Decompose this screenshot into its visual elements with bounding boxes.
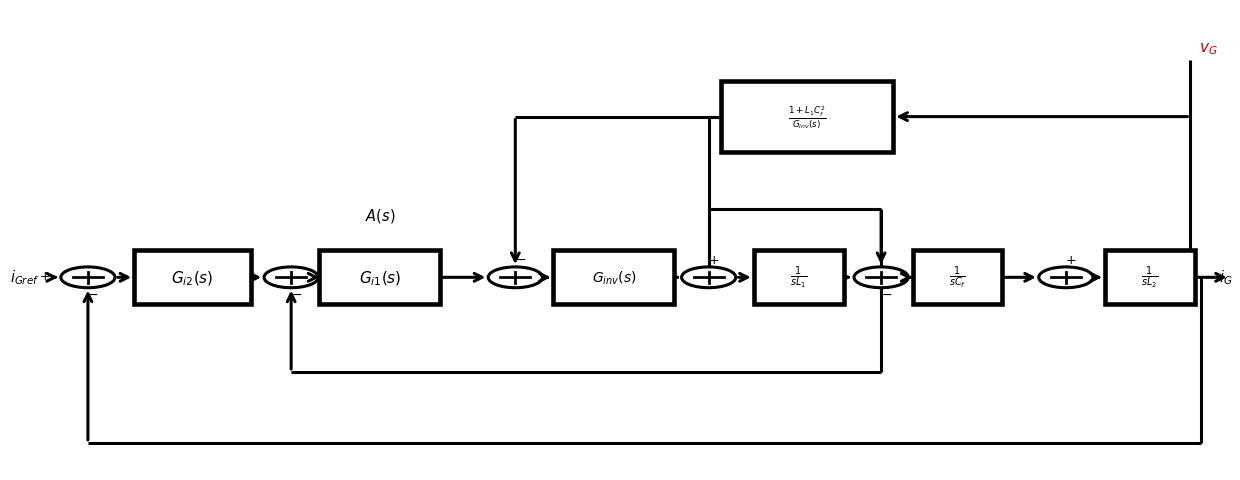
Text: $A(s)$: $A(s)$ — [365, 207, 396, 225]
Text: $\frac{1+L_1C_f^2}{G_{inv}(s)}$: $\frac{1+L_1C_f^2}{G_{inv}(s)}$ — [789, 104, 826, 131]
Text: $G_{inv}(s)$: $G_{inv}(s)$ — [591, 269, 636, 287]
Text: −: − — [291, 288, 301, 301]
FancyBboxPatch shape — [320, 251, 440, 305]
Text: +: + — [243, 269, 253, 282]
Text: $G_{i2}(s)$: $G_{i2}(s)$ — [171, 268, 213, 287]
FancyBboxPatch shape — [1105, 251, 1194, 305]
Text: −: − — [882, 288, 892, 301]
Text: $G_{i1}(s)$: $G_{i1}(s)$ — [358, 268, 401, 287]
Text: $v_G$: $v_G$ — [1199, 41, 1218, 57]
Text: $\frac{1}{sL_1}$: $\frac{1}{sL_1}$ — [790, 265, 807, 291]
Text: $\frac{1}{sL_2}$: $\frac{1}{sL_2}$ — [1141, 265, 1158, 291]
FancyBboxPatch shape — [134, 251, 252, 305]
Text: −: − — [88, 288, 99, 301]
FancyBboxPatch shape — [553, 251, 675, 305]
FancyBboxPatch shape — [720, 82, 894, 153]
Text: $i_{Gref}$: $i_{Gref}$ — [10, 268, 40, 287]
Text: $\frac{1}{sC_f}$: $\frac{1}{sC_f}$ — [949, 265, 966, 291]
Text: +: + — [1066, 253, 1076, 266]
Text: $i_G$: $i_G$ — [1219, 268, 1233, 287]
Text: −: − — [516, 253, 526, 266]
Text: +: + — [709, 253, 719, 266]
FancyBboxPatch shape — [913, 251, 1002, 305]
FancyBboxPatch shape — [754, 251, 843, 305]
Text: +: + — [40, 269, 50, 282]
